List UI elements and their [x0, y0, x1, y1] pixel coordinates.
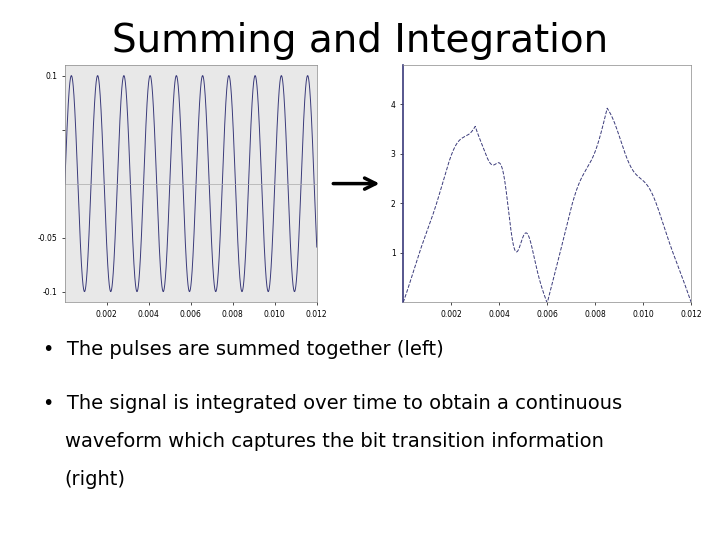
Text: •  The pulses are summed together (left): • The pulses are summed together (left): [43, 340, 444, 359]
Text: Summing and Integration: Summing and Integration: [112, 22, 608, 59]
Text: waveform which captures the bit transition information: waveform which captures the bit transiti…: [65, 432, 603, 451]
Text: •  The signal is integrated over time to obtain a continuous: • The signal is integrated over time to …: [43, 394, 622, 413]
Text: (right): (right): [65, 470, 126, 489]
